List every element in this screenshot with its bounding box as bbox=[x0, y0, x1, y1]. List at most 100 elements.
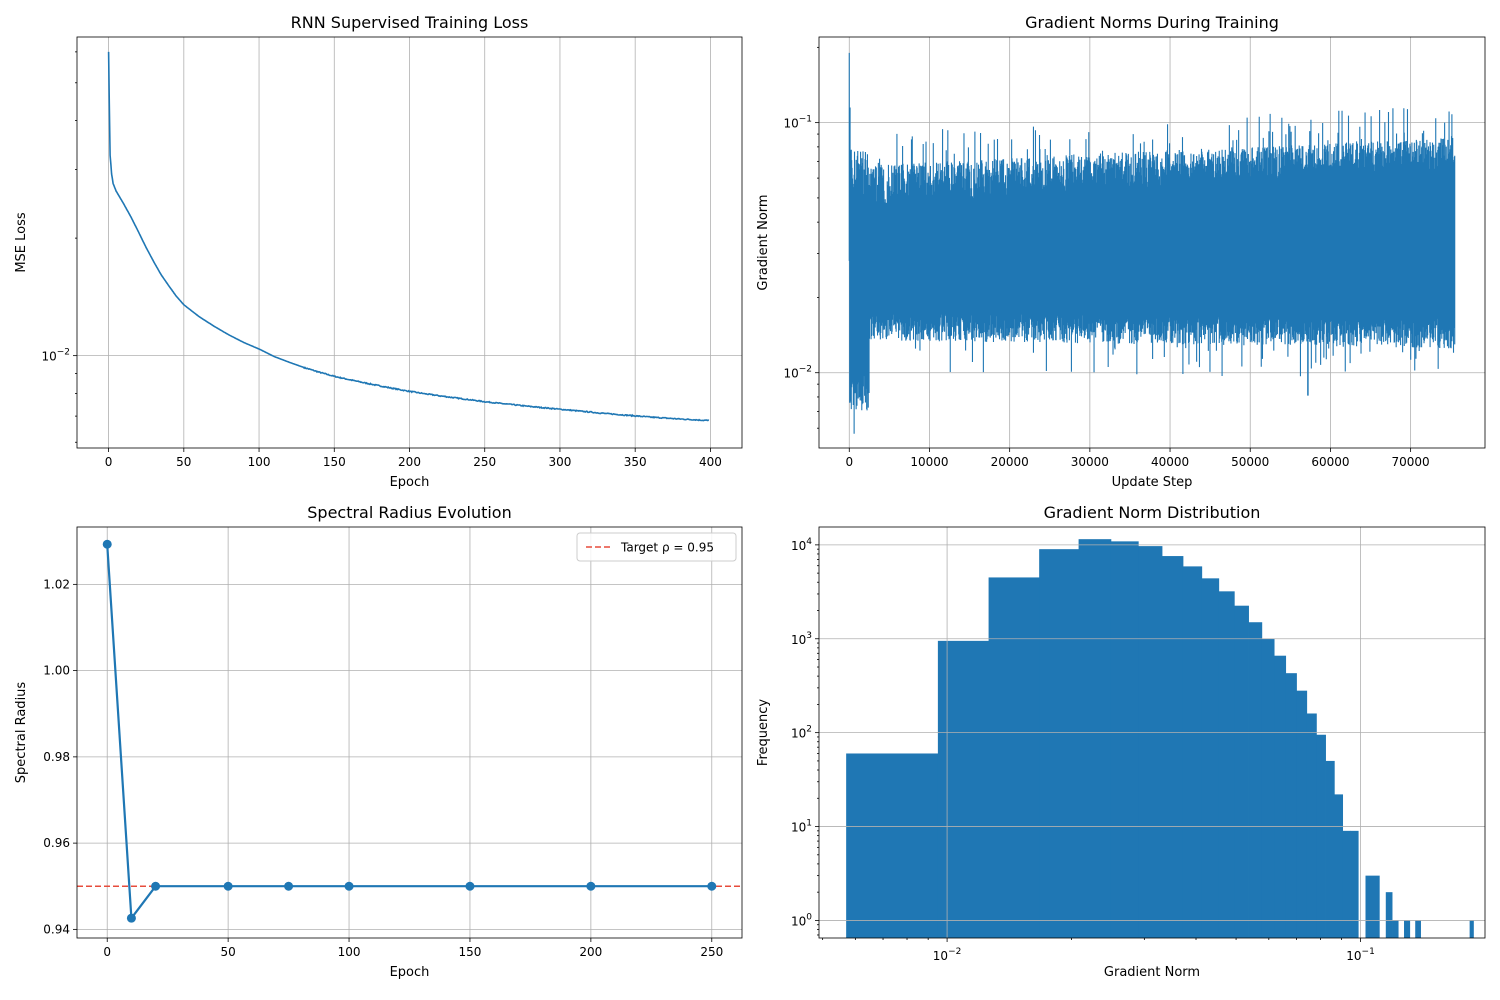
x-tick-label: 10−2 bbox=[933, 947, 962, 963]
spectral-radius-line bbox=[106, 544, 712, 922]
histogram-bar bbox=[1342, 830, 1351, 938]
histogram-bar bbox=[1334, 794, 1344, 938]
x-tick-label: 70000 bbox=[1392, 455, 1430, 469]
y-tick-label: 0.94 bbox=[43, 922, 70, 936]
x-tick-label: 100 bbox=[248, 455, 271, 469]
x-tick-label: 100 bbox=[338, 945, 361, 959]
histogram-bar bbox=[1385, 892, 1393, 938]
histogram-bar bbox=[1469, 920, 1474, 938]
x-tick-label: 50 bbox=[176, 455, 191, 469]
histogram-bar bbox=[1110, 541, 1139, 938]
histogram-bar bbox=[1248, 622, 1263, 938]
y-axis-label: Spectral Radius bbox=[14, 682, 29, 784]
gradient-norm-series bbox=[848, 52, 1456, 434]
x-tick-label: 60000 bbox=[1311, 455, 1349, 469]
y-tick-label: 101 bbox=[791, 819, 812, 835]
legend-box bbox=[576, 532, 737, 562]
y-tick-label: 0.98 bbox=[43, 750, 70, 764]
y-tick-label: 100 bbox=[791, 912, 812, 928]
chart-title: RNN Supervised Training Loss bbox=[291, 13, 529, 32]
histogram-bar bbox=[1325, 760, 1335, 938]
axes-frame bbox=[76, 526, 743, 939]
axes-frame bbox=[818, 526, 1486, 939]
histogram-bar bbox=[1234, 605, 1249, 938]
y-tick-label: 102 bbox=[791, 725, 812, 741]
x-tick-label: 250 bbox=[700, 945, 723, 959]
x-tick-label: 0 bbox=[845, 455, 853, 469]
histogram-bar bbox=[1182, 566, 1203, 938]
x-tick-label: 10000 bbox=[910, 455, 948, 469]
y-tick-label: 1.00 bbox=[43, 664, 70, 678]
x-tick-label: 200 bbox=[579, 945, 602, 959]
histogram-bar bbox=[1261, 638, 1275, 938]
spectral-radius-point bbox=[465, 881, 475, 891]
x-axis-label: Epoch bbox=[390, 965, 430, 980]
x-tick-label: 350 bbox=[624, 455, 647, 469]
x-tick-label: 40000 bbox=[1151, 455, 1189, 469]
axes-frame bbox=[818, 36, 1486, 449]
x-tick-label: 0 bbox=[103, 945, 111, 959]
x-tick-label: 200 bbox=[398, 455, 421, 469]
spectral-radius-chart: 0 50 100 150 200 250 0.94 0.96 0.98 1.00 1.02 Spect… bbox=[14, 503, 743, 980]
histogram-bars bbox=[846, 539, 1474, 938]
histogram-bar bbox=[988, 577, 1040, 938]
x-tick-label: 400 bbox=[699, 455, 722, 469]
histogram-bar bbox=[1274, 655, 1287, 938]
chart-title: Gradient Norms During Training bbox=[1025, 13, 1279, 32]
x-tick-label: 10−1 bbox=[1346, 947, 1375, 963]
histogram-bar bbox=[1078, 539, 1112, 938]
spectral-radius-point bbox=[284, 881, 294, 891]
x-tick-label: 30000 bbox=[1071, 455, 1109, 469]
legend: Target ρ = 0.95 bbox=[576, 532, 737, 562]
chart-title: Spectral Radius Evolution bbox=[307, 503, 511, 522]
loss-chart: 0 50 100 150 200 250 300 350 400 10−2 RNN Supervis… bbox=[14, 13, 743, 490]
spectral-radius-point bbox=[586, 881, 596, 891]
y-axis-label: MSE Loss bbox=[14, 212, 29, 273]
x-axis-label: Gradient Norm bbox=[1104, 965, 1200, 980]
chart-title: Gradient Norm Distribution bbox=[1044, 503, 1261, 522]
histogram-bar bbox=[1296, 690, 1308, 938]
y-tick-label: 10−1 bbox=[783, 115, 812, 131]
gradient-norm-chart: 0 10000 20000 30000 40000 50000 60000 70000 10−2… bbox=[756, 13, 1486, 490]
y-axis-label: Gradient Norm bbox=[756, 194, 771, 290]
histogram-bar bbox=[1306, 713, 1317, 938]
x-tick-label: 50000 bbox=[1231, 455, 1269, 469]
histogram-bar bbox=[1316, 734, 1326, 938]
y-tick-label: 104 bbox=[791, 537, 812, 553]
x-tick-label: 20000 bbox=[991, 455, 1029, 469]
x-tick-label: 50 bbox=[220, 945, 235, 959]
loss-series-line bbox=[107, 51, 710, 422]
spectral-radius-point bbox=[151, 881, 161, 891]
histogram-bar bbox=[937, 640, 989, 938]
x-tick-label: 300 bbox=[548, 455, 571, 469]
histogram-bar bbox=[1162, 556, 1184, 938]
x-tick-label: 0 bbox=[105, 455, 113, 469]
histogram-bar bbox=[1365, 875, 1380, 938]
histogram-bar bbox=[1404, 920, 1411, 938]
x-tick-label: 150 bbox=[459, 945, 482, 959]
histogram-bar bbox=[1350, 830, 1359, 938]
spectral-radius-point bbox=[344, 881, 354, 891]
histogram-bar bbox=[1415, 920, 1421, 938]
x-axis-label: Update Step bbox=[1112, 475, 1193, 490]
x-axis-label: Epoch bbox=[390, 475, 430, 490]
histogram-bar bbox=[1285, 673, 1297, 938]
y-tick-label: 0.96 bbox=[43, 836, 70, 850]
histogram-bar bbox=[1039, 549, 1079, 938]
x-tick-label: 150 bbox=[323, 455, 346, 469]
x-tick-label: 250 bbox=[473, 455, 496, 469]
y-tick-label: 103 bbox=[791, 631, 812, 647]
histogram-bar bbox=[846, 753, 939, 938]
histogram-bar bbox=[1218, 591, 1235, 938]
legend-label: Target ρ = 0.95 bbox=[620, 541, 714, 555]
axes-frame bbox=[76, 36, 743, 449]
spectral-radius-point bbox=[223, 881, 233, 891]
histogram-bar bbox=[1392, 920, 1399, 938]
y-tick-label: 10−2 bbox=[783, 365, 812, 381]
spectral-radius-point bbox=[102, 539, 112, 549]
y-tick-label: 10−2 bbox=[41, 348, 70, 364]
y-tick-label: 1.02 bbox=[43, 577, 70, 591]
spectral-radius-point bbox=[707, 881, 717, 891]
histogram-bar bbox=[1201, 578, 1220, 938]
